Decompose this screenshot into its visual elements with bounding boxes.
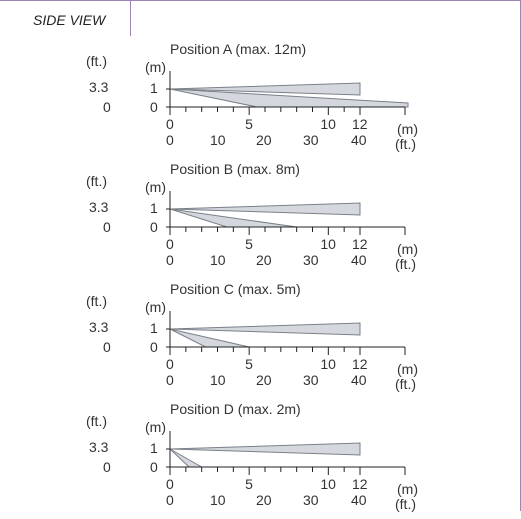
ft-tick-label: 0 bbox=[166, 492, 174, 508]
ft-tick-label: 10 bbox=[210, 132, 226, 148]
beam-diagram-c bbox=[166, 311, 406, 355]
lower-beam bbox=[169, 88, 409, 108]
height-m-zero: 0 bbox=[150, 459, 158, 475]
m-tick-label: 10 bbox=[320, 236, 336, 252]
ft-tick-label: 0 bbox=[166, 252, 174, 268]
tab-divider bbox=[130, 0, 131, 36]
upper-beam bbox=[169, 82, 361, 96]
height-unit-m: (m) bbox=[145, 59, 166, 75]
ft-tick-label: 20 bbox=[256, 372, 272, 388]
height-ft-value: 3.3 bbox=[89, 199, 109, 215]
height-unit-ft: (ft.) bbox=[86, 173, 107, 189]
ft-tick-label: 20 bbox=[256, 132, 272, 148]
height-ft-value: 3.3 bbox=[89, 79, 109, 95]
m-tick-label: 10 bbox=[320, 476, 336, 492]
m-tick-label: 0 bbox=[166, 356, 174, 372]
lower-beam bbox=[169, 328, 250, 348]
panel-title-position-b: Position B (max. 8m) bbox=[170, 161, 300, 177]
height-unit-ft: (ft.) bbox=[86, 293, 107, 309]
distance-unit-m: (m) bbox=[397, 241, 418, 257]
ft-tick-label: 10 bbox=[210, 372, 226, 388]
panel-title-position-a: Position A (max. 12m) bbox=[170, 41, 307, 57]
height-m-value: 1 bbox=[150, 80, 158, 96]
height-ft-zero: 0 bbox=[103, 99, 111, 115]
height-ft-zero: 0 bbox=[103, 459, 111, 475]
beam-diagram-a bbox=[166, 71, 409, 115]
height-unit-ft: (ft.) bbox=[86, 53, 107, 69]
frame-top-border bbox=[0, 0, 521, 1]
m-tick-label: 0 bbox=[166, 236, 174, 252]
m-tick-label: 5 bbox=[245, 476, 253, 492]
panel-position-b: Position B (max. 8m) (ft.) (m) 3.3 1 0 0 0 5 10 12… bbox=[0, 161, 521, 279]
m-tick-label: 12 bbox=[352, 236, 368, 252]
m-tick-label: 5 bbox=[245, 116, 253, 132]
distance-unit-ft: (ft.) bbox=[395, 496, 416, 512]
height-m-zero: 0 bbox=[150, 339, 158, 355]
m-tick-label: 5 bbox=[245, 356, 253, 372]
ft-tick-label: 30 bbox=[303, 252, 319, 268]
height-ft-zero: 0 bbox=[103, 339, 111, 355]
ft-tick-label: 20 bbox=[256, 492, 272, 508]
lower-beam bbox=[169, 448, 204, 468]
m-tick-label: 5 bbox=[245, 236, 253, 252]
beam-diagram-b bbox=[166, 191, 406, 235]
m-tick-label: 0 bbox=[166, 476, 174, 492]
beam-diagram-d bbox=[166, 431, 406, 475]
height-ft-zero: 0 bbox=[103, 219, 111, 235]
height-m-value: 1 bbox=[150, 200, 158, 216]
panel-position-a: Position A (max. 12m) (ft.) (m) 3.3 1 0 0 0 5 10 1… bbox=[0, 41, 521, 159]
height-unit-m: (m) bbox=[145, 179, 166, 195]
panel-title-position-c: Position C (max. 5m) bbox=[170, 281, 301, 297]
height-m-value: 1 bbox=[150, 320, 158, 336]
ft-tick-label: 30 bbox=[303, 132, 319, 148]
ft-tick-label: 40 bbox=[351, 252, 367, 268]
m-tick-label: 0 bbox=[166, 116, 174, 132]
distance-unit-ft: (ft.) bbox=[395, 376, 416, 392]
height-m-zero: 0 bbox=[150, 219, 158, 235]
height-ft-value: 3.3 bbox=[89, 319, 109, 335]
height-m-value: 1 bbox=[150, 440, 158, 456]
ft-tick-label: 0 bbox=[166, 372, 174, 388]
height-unit-m: (m) bbox=[145, 299, 166, 315]
m-tick-label: 10 bbox=[320, 116, 336, 132]
distance-unit-m: (m) bbox=[397, 361, 418, 377]
m-tick-label: 12 bbox=[352, 116, 368, 132]
ft-tick-label: 30 bbox=[303, 372, 319, 388]
side-view-title: SIDE VIEW bbox=[33, 12, 106, 28]
upper-beam bbox=[169, 442, 361, 456]
height-unit-m: (m) bbox=[145, 419, 166, 435]
ft-tick-label: 0 bbox=[166, 132, 174, 148]
ft-tick-label: 20 bbox=[256, 252, 272, 268]
height-unit-ft: (ft.) bbox=[86, 413, 107, 429]
m-tick-label: 12 bbox=[352, 356, 368, 372]
panel-title-position-d: Position D (max. 2m) bbox=[170, 401, 301, 417]
ft-tick-label: 40 bbox=[351, 132, 367, 148]
height-m-zero: 0 bbox=[150, 99, 158, 115]
height-ft-value: 3.3 bbox=[89, 439, 109, 455]
m-tick-label: 12 bbox=[352, 476, 368, 492]
panel-position-d: Position D (max. 2m) (ft.) (m) 3.3 1 0 0 0 5 10 12… bbox=[0, 401, 521, 519]
distance-unit-m: (m) bbox=[397, 481, 418, 497]
distance-unit-ft: (ft.) bbox=[395, 256, 416, 272]
ft-tick-label: 40 bbox=[351, 492, 367, 508]
panel-position-c: Position C (max. 5m) (ft.) (m) 3.3 1 0 0 0 5 10 12… bbox=[0, 281, 521, 399]
distance-unit-m: (m) bbox=[397, 121, 418, 137]
ft-tick-label: 30 bbox=[303, 492, 319, 508]
distance-unit-ft: (ft.) bbox=[395, 136, 416, 152]
ft-tick-label: 40 bbox=[351, 372, 367, 388]
upper-beam bbox=[169, 322, 361, 336]
m-tick-label: 10 bbox=[320, 356, 336, 372]
upper-beam bbox=[169, 202, 361, 216]
ft-tick-label: 10 bbox=[210, 492, 226, 508]
ft-tick-label: 10 bbox=[210, 252, 226, 268]
